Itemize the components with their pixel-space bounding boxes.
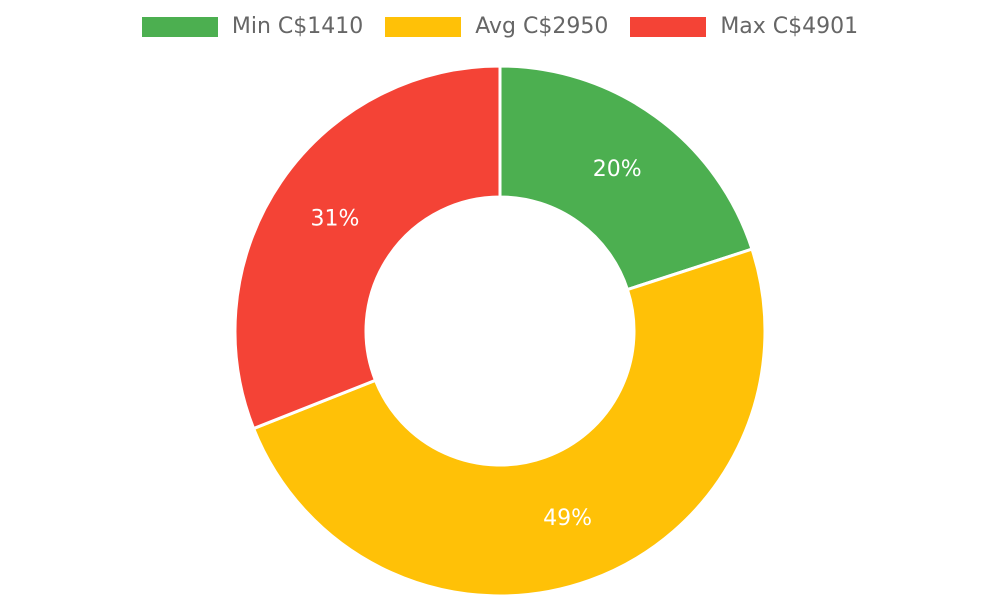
slice-percent-label-1: 49% bbox=[543, 506, 592, 531]
chart-legend: Min C$1410 Avg C$2950 Max C$4901 bbox=[0, 14, 1000, 39]
legend-label-avg: Avg C$2950 bbox=[475, 14, 609, 39]
legend-swatch-min bbox=[141, 16, 218, 37]
legend-label-min: Min C$1410 bbox=[231, 14, 364, 39]
doughnut-slice-1[interactable] bbox=[251, 247, 767, 598]
doughnut-slice-0[interactable] bbox=[498, 64, 754, 292]
legend-label-max: Max C$4901 bbox=[720, 14, 859, 39]
legend-item-max[interactable]: Max C$4901 bbox=[630, 14, 858, 39]
legend-item-min[interactable]: Min C$1410 bbox=[141, 14, 364, 39]
legend-swatch-max bbox=[630, 16, 707, 37]
doughnut-slice-2[interactable] bbox=[233, 64, 502, 431]
legend-swatch-avg bbox=[385, 16, 462, 37]
slice-percent-label-2: 31% bbox=[311, 206, 360, 231]
slice-percent-label-0: 20% bbox=[593, 157, 642, 182]
legend-item-avg[interactable]: Avg C$2950 bbox=[385, 14, 608, 39]
